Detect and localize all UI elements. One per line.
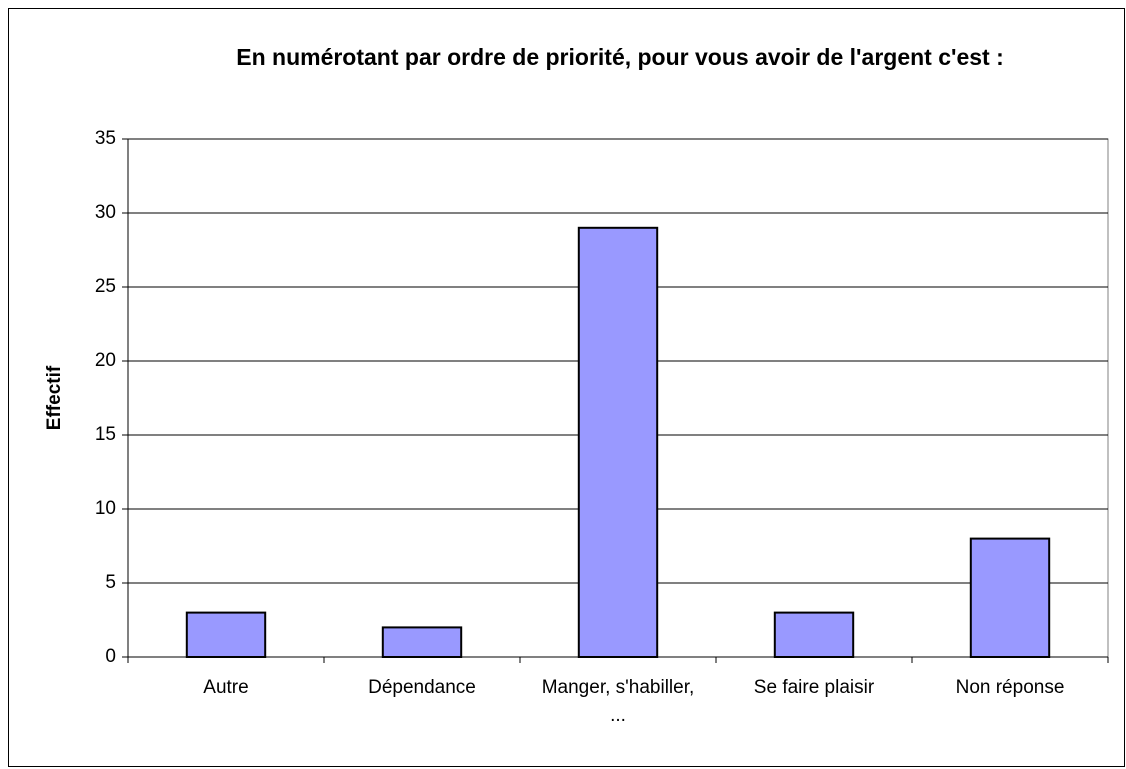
y-tick-label: 20	[95, 350, 116, 371]
x-tick-label: Non réponse	[955, 677, 1065, 698]
x-tick-label: Dépendance	[368, 677, 476, 698]
x-tick-label: Se faire plaisir	[753, 677, 875, 698]
bar	[577, 226, 659, 659]
y-tick-label: 30	[95, 202, 116, 223]
y-tick-label: 10	[95, 498, 116, 519]
y-tick-label: 25	[95, 276, 116, 297]
chart-frame	[8, 8, 1125, 767]
y-tick-label: 35	[95, 128, 116, 149]
y-axis-title: Effectif	[44, 365, 65, 430]
y-tick-label: 0	[105, 646, 116, 667]
bar	[969, 537, 1051, 658]
y-tick-label: 15	[95, 424, 116, 445]
bar	[773, 611, 855, 658]
x-tick-label: Manger, s'habiller, ...	[541, 677, 695, 726]
chart-title: En numérotant par ordre de priorité, pou…	[236, 44, 1004, 70]
y-tick-label: 5	[105, 572, 116, 593]
bar	[185, 611, 267, 658]
x-tick-label: Autre	[203, 677, 249, 698]
bar	[381, 626, 463, 659]
